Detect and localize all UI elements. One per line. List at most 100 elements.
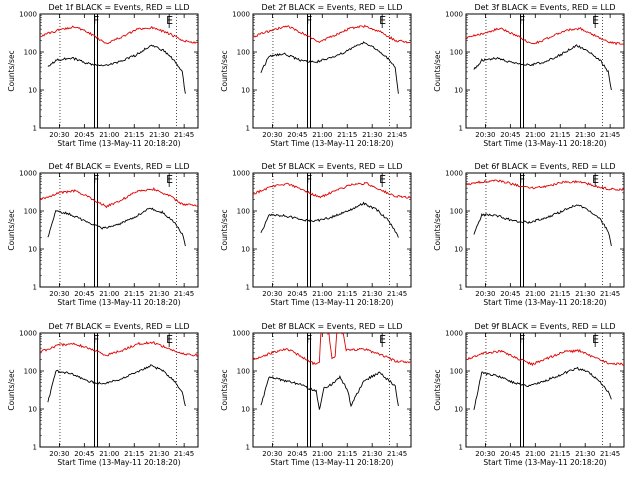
x-tick-label: 20:45	[287, 290, 307, 298]
x-tick-label: 21:30	[149, 290, 169, 298]
x-tick-label: 21:45	[387, 450, 407, 458]
y-tick-label: 10	[241, 406, 250, 414]
x-tick-label: 20:45	[500, 131, 520, 139]
x-tick-label: 20:30	[262, 131, 282, 139]
plot-frame	[39, 332, 199, 448]
x-axis-label: Start Time (13-May-11 20:18:20)	[270, 298, 393, 307]
chart-panel-7: Det 7f BLACK = Events, RED = LLD 1 10 100 10…	[7, 322, 199, 467]
x-tick-label: 21:00	[312, 131, 332, 139]
marker-label: F	[306, 333, 312, 346]
y-tick-label: 100	[450, 368, 463, 376]
x-tick-label: 20:45	[74, 131, 94, 139]
series-line-red	[466, 348, 624, 367]
plot-frame	[252, 172, 412, 288]
y-tick-label: 10	[454, 246, 463, 254]
x-tick-label: 20:45	[74, 450, 94, 458]
chart-panel-5: Det 5f BLACK = Events, RED = LLD 1 10 100 10…	[220, 162, 412, 307]
x-tick-label: 21:15	[337, 450, 357, 458]
chart-panel-3: Det 3f BLACK = Events, RED = LLD 1 10 100 10…	[433, 3, 625, 148]
x-tick-label: 21:45	[600, 290, 620, 298]
chart-title: Det 5f BLACK = Events, RED = LLD	[261, 162, 402, 171]
x-tick-label: 20:30	[49, 450, 69, 458]
y-axis-label: Counts/sec	[433, 209, 442, 250]
y-tick-label: 1	[33, 444, 37, 452]
x-tick-label: 21:00	[99, 290, 119, 298]
y-tick-label: 1	[459, 125, 463, 133]
y-tick-label: 1000	[445, 170, 463, 178]
x-tick-label: 21:30	[575, 450, 595, 458]
chart-panel-6: Det 6f BLACK = Events, RED = LLD 1 10 100 10…	[433, 162, 625, 307]
series-line-red	[40, 340, 198, 357]
y-tick-label: 1	[246, 444, 250, 452]
y-tick-label: 1000	[232, 170, 250, 178]
series-line-red	[466, 26, 624, 46]
chart-title: Det 4f BLACK = Events, RED = LLD	[48, 162, 189, 171]
series-line-black	[47, 44, 186, 94]
x-tick-label: 20:45	[500, 290, 520, 298]
chart-title: Det 6f BLACK = Events, RED = LLD	[474, 162, 615, 171]
y-tick-label: 10	[28, 246, 37, 254]
chart-panel-4: Det 4f BLACK = Events, RED = LLD 1 10 100 10…	[7, 162, 199, 307]
x-tick-label: 21:30	[575, 131, 595, 139]
y-tick-label: 1	[33, 125, 37, 133]
y-tick-label: 10	[28, 87, 37, 95]
x-tick-label: 21:30	[149, 450, 169, 458]
plot-frame	[252, 13, 412, 129]
x-axis-label: Start Time (13-May-11 20:18:20)	[57, 139, 180, 148]
x-axis-label: Start Time (13-May-11 20:18:20)	[57, 458, 180, 467]
series-line-red	[40, 25, 198, 45]
x-tick-label: 21:00	[312, 450, 332, 458]
plot-frame	[39, 13, 199, 129]
x-tick-label: 20:30	[49, 131, 69, 139]
series-line-red	[253, 333, 411, 366]
x-tick-label: 21:15	[124, 131, 144, 139]
x-tick-label: 20:30	[475, 450, 495, 458]
x-axis-label: Start Time (13-May-11 20:18:20)	[57, 298, 180, 307]
x-tick-label: 21:15	[550, 131, 570, 139]
y-tick-label: 100	[237, 208, 250, 216]
y-tick-label: 1000	[445, 330, 463, 338]
x-tick-label: 21:45	[600, 131, 620, 139]
marker-label: E	[592, 173, 599, 186]
y-axis-label: Counts/sec	[433, 369, 442, 410]
series-line-black	[260, 41, 399, 94]
marker-label: E	[592, 14, 599, 27]
y-axis-label: Counts/sec	[220, 369, 229, 410]
chart-panel-2: Det 2f BLACK = Events, RED = LLD 1 10 100 10…	[220, 3, 412, 148]
y-tick-label: 1000	[19, 11, 37, 19]
x-tick-label: 21:00	[525, 131, 545, 139]
x-tick-label: 20:45	[287, 131, 307, 139]
plot-frame	[465, 13, 625, 129]
chart-panel-9: Det 9f BLACK = Events, RED = LLD 1 10 100 10…	[433, 322, 625, 467]
y-tick-label: 1	[459, 284, 463, 292]
y-tick-label: 10	[241, 246, 250, 254]
x-tick-label: 21:15	[550, 450, 570, 458]
y-tick-label: 1000	[19, 170, 37, 178]
x-tick-label: 21:00	[525, 290, 545, 298]
x-tick-label: 20:45	[500, 450, 520, 458]
marker-label: F	[519, 14, 525, 27]
x-tick-label: 21:00	[312, 290, 332, 298]
x-axis-label: Start Time (13-May-11 20:18:20)	[483, 458, 606, 467]
y-axis-label: Counts/sec	[7, 50, 16, 91]
y-tick-label: 100	[24, 368, 37, 376]
marker-label: F	[93, 173, 99, 186]
series-line-red	[40, 186, 198, 209]
x-tick-label: 21:45	[387, 290, 407, 298]
y-tick-label: 1000	[19, 330, 37, 338]
series-line-red	[466, 179, 624, 191]
x-axis-label: Start Time (13-May-11 20:18:20)	[270, 139, 393, 148]
chart-panel-1: Det 1f BLACK = Events, RED = LLD 1 10 100 10…	[7, 3, 199, 148]
y-tick-label: 1000	[232, 11, 250, 19]
x-axis-label: Start Time (13-May-11 20:18:20)	[483, 298, 606, 307]
chart-title: Det 1f BLACK = Events, RED = LLD	[48, 3, 189, 12]
series-line-black	[260, 201, 399, 238]
chart-title: Det 2f BLACK = Events, RED = LLD	[261, 3, 402, 12]
y-tick-label: 100	[24, 49, 37, 57]
y-tick-label: 100	[450, 208, 463, 216]
marker-label: E	[592, 333, 599, 346]
x-tick-label: 21:30	[149, 131, 169, 139]
series-line-black	[473, 204, 612, 247]
series-line-black	[473, 366, 612, 411]
marker-label: E	[379, 333, 386, 346]
